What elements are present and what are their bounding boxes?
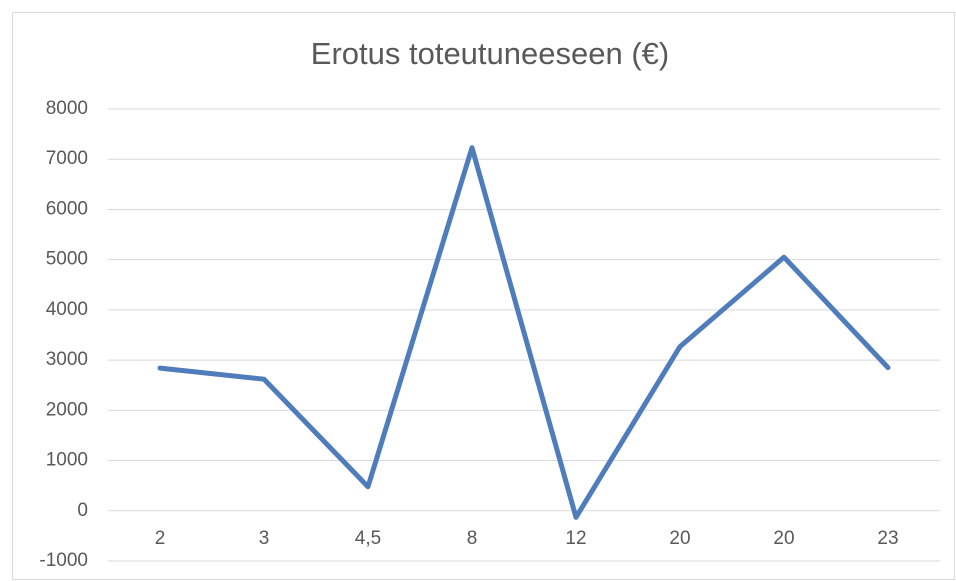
- y-tick-label: 0: [77, 500, 88, 521]
- y-tick-label: 4000: [46, 299, 88, 320]
- x-tick-label: 12: [565, 528, 586, 549]
- y-tick-label: 1000: [46, 450, 88, 471]
- x-tick-label: 2: [155, 528, 166, 549]
- x-tick-label: 20: [773, 528, 794, 549]
- data-line: [157, 145, 891, 520]
- x-tick-label: 4,5: [355, 528, 381, 549]
- x-tick-label: 20: [669, 528, 690, 549]
- x-tick-label: 23: [877, 528, 898, 549]
- y-tick-label: 8000: [46, 98, 88, 119]
- x-tick-label: 8: [467, 528, 478, 549]
- y-tick-label: 2000: [46, 399, 88, 420]
- x-tick-label: 3: [259, 528, 270, 549]
- y-tick-label: -1000: [39, 550, 88, 571]
- y-tick-label: 5000: [46, 249, 88, 270]
- y-tick-label: 7000: [46, 148, 88, 169]
- y-tick-label: 6000: [46, 198, 88, 219]
- chart-title: Erotus toteutuneeseen (€): [311, 36, 669, 71]
- y-tick-label: 3000: [46, 349, 88, 370]
- chart-border: [12, 12, 955, 580]
